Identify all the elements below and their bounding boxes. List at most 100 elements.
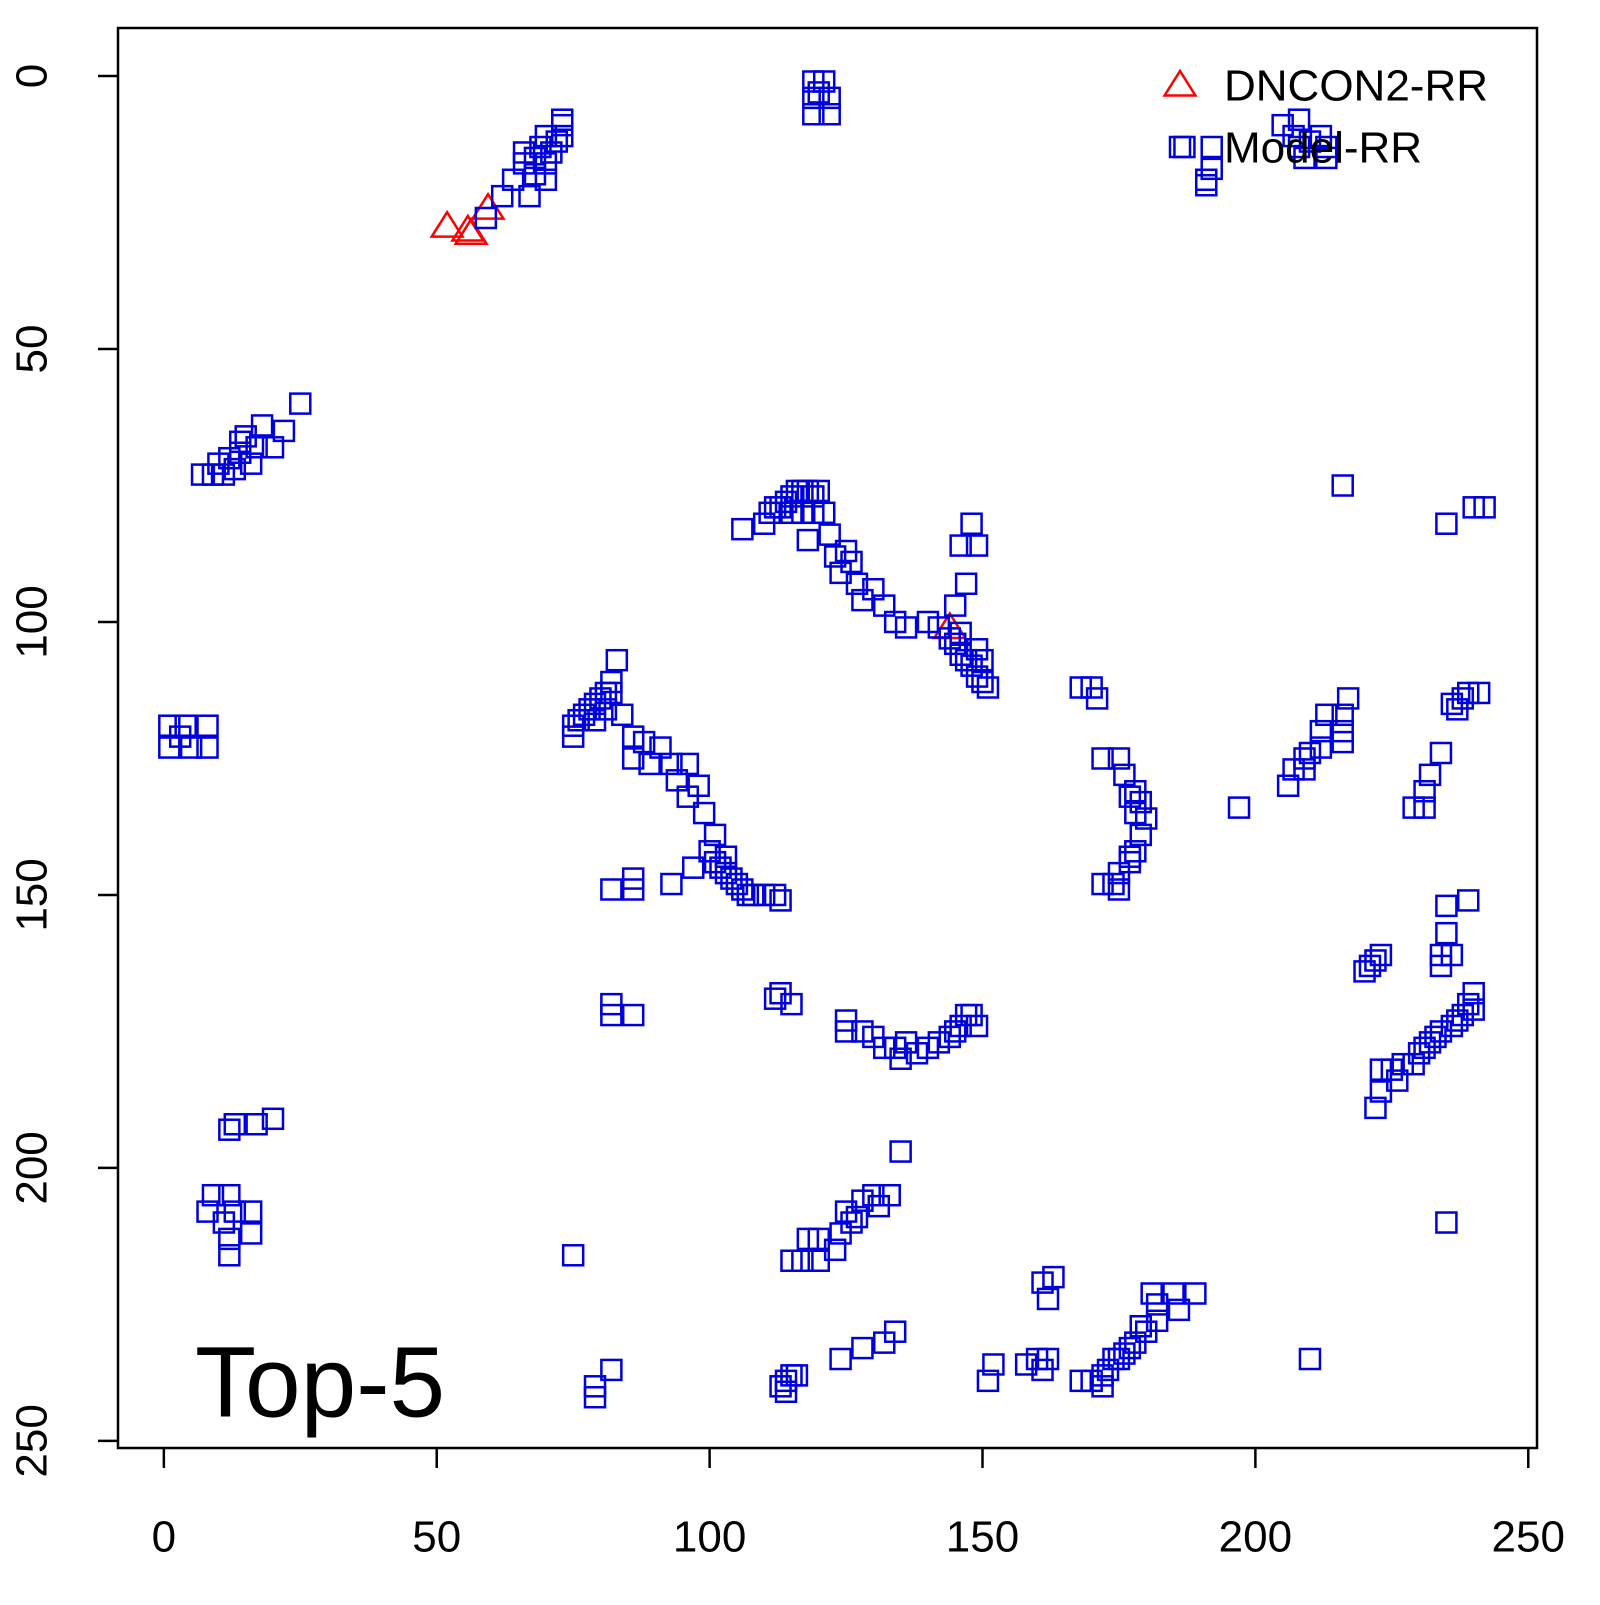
square-point bbox=[802, 103, 825, 126]
square-point bbox=[681, 856, 705, 879]
square-point bbox=[1107, 747, 1131, 770]
legend-label: Model-RR bbox=[1224, 124, 1422, 173]
square-point bbox=[802, 86, 825, 110]
square-point bbox=[600, 878, 623, 901]
square-point bbox=[834, 1020, 858, 1043]
square-point bbox=[1118, 845, 1142, 868]
square-point bbox=[949, 621, 972, 645]
square-point bbox=[769, 889, 792, 912]
square-point bbox=[660, 872, 683, 896]
square-point bbox=[1298, 1347, 1322, 1371]
square-point bbox=[196, 736, 219, 759]
square-point bbox=[796, 528, 820, 552]
square-point bbox=[971, 648, 994, 672]
x-tick-label: 200 bbox=[1219, 1513, 1292, 1562]
square-point bbox=[796, 1227, 820, 1251]
square-point bbox=[829, 1347, 852, 1371]
plot-frame bbox=[116, 26, 1539, 1450]
square-point bbox=[218, 1227, 241, 1251]
square-point bbox=[605, 648, 629, 672]
square-point bbox=[1031, 1358, 1054, 1382]
square-point bbox=[851, 1336, 874, 1360]
square-point bbox=[867, 1194, 891, 1218]
square-point bbox=[594, 698, 618, 721]
y-tick-label: 0 bbox=[8, 64, 57, 88]
square-point bbox=[703, 823, 727, 847]
square-point bbox=[1473, 496, 1496, 519]
square-point bbox=[245, 1113, 268, 1136]
square-point bbox=[239, 1222, 263, 1245]
square-point bbox=[289, 392, 312, 415]
square-point bbox=[960, 512, 983, 535]
square-point bbox=[971, 670, 994, 694]
square-point bbox=[1129, 823, 1153, 847]
square-point bbox=[518, 184, 541, 208]
square-point bbox=[261, 436, 285, 459]
square-point bbox=[807, 1249, 831, 1272]
square-point bbox=[1440, 692, 1464, 716]
square-point bbox=[982, 1353, 1005, 1376]
square-point bbox=[976, 1369, 1000, 1393]
square-point bbox=[561, 1244, 585, 1267]
square-point bbox=[1298, 741, 1322, 765]
square-point bbox=[551, 124, 574, 148]
square-point bbox=[785, 1364, 809, 1387]
square-point bbox=[1429, 741, 1453, 765]
square-point bbox=[1315, 146, 1338, 170]
square-point bbox=[229, 430, 252, 454]
triangle-point bbox=[453, 216, 489, 246]
square-point bbox=[1276, 774, 1300, 798]
square-point bbox=[567, 709, 590, 732]
square-point bbox=[660, 752, 683, 776]
square-point bbox=[763, 883, 787, 907]
square-point bbox=[1435, 921, 1458, 945]
x-tick-label: 100 bbox=[673, 1513, 746, 1562]
y-tick-label: 150 bbox=[8, 858, 57, 931]
square-point bbox=[621, 878, 645, 901]
square-point bbox=[218, 1118, 241, 1141]
square-point bbox=[1085, 687, 1109, 710]
square-point bbox=[611, 703, 634, 727]
square-point bbox=[840, 1211, 863, 1234]
square-point bbox=[1336, 687, 1360, 710]
y-tick-label: 250 bbox=[8, 1404, 57, 1477]
annotation: Top-5 bbox=[195, 1326, 445, 1438]
square-point bbox=[889, 1140, 912, 1163]
square-point bbox=[1134, 807, 1158, 830]
legend-label: DNCON2-RR bbox=[1224, 62, 1488, 111]
square-point bbox=[1298, 130, 1322, 153]
square-point bbox=[780, 1249, 803, 1272]
square-point bbox=[1091, 1375, 1114, 1398]
x-tick-label: 0 bbox=[152, 1513, 176, 1562]
square-point bbox=[1107, 878, 1131, 901]
square-point bbox=[600, 1358, 623, 1382]
x-tick-label: 250 bbox=[1492, 1513, 1565, 1562]
square-point bbox=[1446, 698, 1469, 721]
square-point bbox=[1167, 1298, 1191, 1322]
square-point bbox=[1069, 1369, 1092, 1393]
square-point bbox=[218, 1183, 241, 1207]
square-point bbox=[561, 725, 585, 748]
square-point bbox=[812, 501, 836, 525]
square-point bbox=[474, 206, 498, 230]
square-point bbox=[600, 681, 623, 705]
square-point bbox=[1014, 1353, 1038, 1376]
square-point bbox=[632, 730, 656, 754]
square-point bbox=[840, 550, 863, 574]
square-point bbox=[965, 1014, 989, 1038]
square-point bbox=[1129, 1315, 1153, 1338]
square-point bbox=[168, 725, 192, 748]
square-point bbox=[943, 594, 967, 617]
square-point bbox=[1331, 730, 1354, 754]
square-point bbox=[234, 425, 257, 448]
triangle-point bbox=[429, 209, 465, 238]
square-point bbox=[1031, 1271, 1054, 1294]
square-point bbox=[1036, 1287, 1060, 1311]
square-point bbox=[1435, 512, 1458, 535]
square-point bbox=[621, 1003, 645, 1027]
square-point bbox=[223, 1113, 247, 1136]
x-tick-label: 150 bbox=[946, 1513, 1019, 1562]
square-point bbox=[818, 523, 841, 546]
square-point bbox=[1462, 998, 1485, 1021]
square-point bbox=[807, 479, 831, 503]
